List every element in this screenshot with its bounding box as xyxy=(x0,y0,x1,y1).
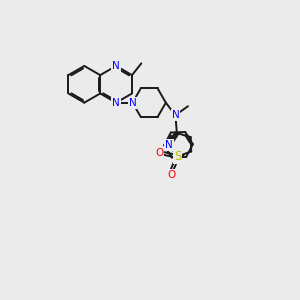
Text: O: O xyxy=(168,170,176,180)
Text: N: N xyxy=(172,110,179,120)
Text: N: N xyxy=(112,98,120,108)
Text: N: N xyxy=(129,98,136,108)
Text: S: S xyxy=(174,150,182,163)
Text: O: O xyxy=(155,148,164,158)
Text: N: N xyxy=(165,140,173,150)
Text: N: N xyxy=(112,61,120,71)
